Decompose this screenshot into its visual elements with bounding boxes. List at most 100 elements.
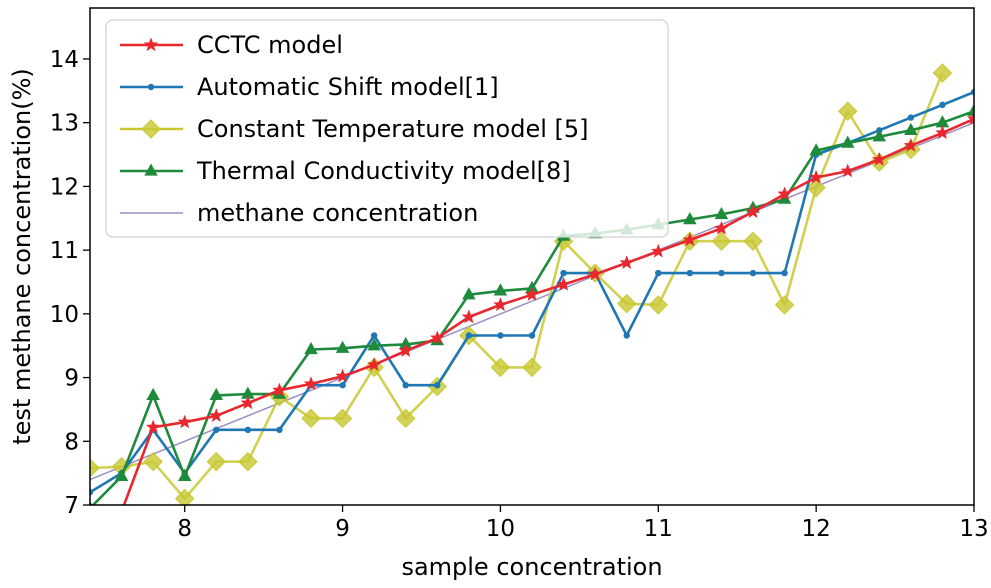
y-tick-label: 10 (50, 302, 79, 328)
constant-temperature-model-5-point (490, 357, 511, 378)
legend-point (147, 83, 155, 91)
thermal-conductivity-model-8-point (777, 191, 792, 204)
series-line-methane-concentration (90, 122, 974, 481)
constant-temperature-model-5-point (522, 357, 542, 378)
automatic-shift-model-1-point (939, 101, 946, 109)
thermal-conductivity-model-8-point (683, 212, 697, 225)
x-axis-label: sample concentration (401, 553, 662, 581)
constant-temperature-model-5-point (711, 231, 732, 251)
legend-label: CCTC model (197, 31, 343, 59)
cctc-model-point (461, 309, 477, 324)
cctc-model-point (177, 414, 193, 429)
constant-temperature-model-5-point (932, 63, 953, 83)
constant-temperature-model-5-point (743, 231, 763, 251)
cctc-model-point (303, 376, 319, 391)
automatic-shift-model-1-point (402, 382, 409, 389)
automatic-shift-model-1-point (90, 489, 94, 496)
cctc-model-point (240, 395, 256, 410)
thermal-conductivity-model-8-point (241, 386, 255, 399)
legend-item-cctc-model: CCTC model (120, 31, 343, 59)
y-tick-label: 14 (50, 47, 79, 73)
series-group (83, 63, 974, 556)
series-cctc-model (83, 111, 974, 556)
automatic-shift-model-1-point (655, 269, 662, 277)
automatic-shift-model-1-point (497, 332, 504, 339)
cctc-model-point (429, 330, 445, 345)
cctc-model-point (493, 297, 508, 312)
legend-point (143, 37, 159, 52)
y-tick-label: 9 (64, 366, 79, 392)
cctc-model-point (366, 357, 382, 372)
cctc-model-point (121, 503, 123, 505)
thermal-conductivity-model-8-point (967, 103, 974, 116)
automatic-shift-model-1-point (276, 426, 283, 434)
cctc-model-point (145, 419, 161, 434)
y-tick-label: 12 (50, 174, 79, 200)
x-tick-label: 9 (335, 516, 350, 542)
automatic-shift-model-1-point (686, 269, 694, 277)
cctc-model-point (208, 408, 224, 423)
plot-area (83, 63, 974, 556)
constant-temperature-model-5-point (617, 293, 637, 314)
thermal-conductivity-model-8-point (304, 342, 318, 355)
axes-frame (89, 7, 975, 506)
thermal-conductivity-model-8-point (493, 283, 508, 296)
automatic-shift-model-1-point (749, 269, 757, 277)
legend-label: Constant Temperature model [5] (197, 115, 589, 143)
constant-temperature-model-5-point (238, 451, 258, 472)
cctc-model-point (398, 343, 414, 358)
cctc-model-point (587, 266, 603, 281)
automatic-shift-model-1-point (718, 269, 725, 277)
automatic-shift-model-1-point (465, 332, 473, 339)
cctc-model-point (745, 204, 761, 219)
legend-box (105, 19, 669, 238)
cctc-model-point (556, 276, 571, 291)
automatic-shift-model-1-point (244, 426, 252, 434)
legend-item-methane-concentration: methane concentration (120, 199, 478, 227)
legend-point (141, 119, 161, 139)
legend-item-thermal-conductivity-model-8: Thermal Conductivity model[8] (120, 157, 571, 185)
automatic-shift-model-1-point (434, 382, 441, 389)
constant-temperature-model-5-point (838, 101, 858, 121)
legend: CCTC model Automatic Shift model[1] Consta… (105, 19, 669, 238)
constant-temperature-model-5-point (206, 451, 226, 472)
legend-label: Automatic Shift model[1] (197, 73, 499, 101)
x-tick-label: 8 (177, 516, 192, 542)
thermal-conductivity-model-8-point (935, 115, 950, 128)
thermal-conductivity-model-8-point (809, 143, 823, 156)
cctc-model-point (524, 286, 540, 301)
thermal-conductivity-model-8-point (840, 135, 855, 148)
series-methane-concentration (90, 122, 974, 481)
constant-temperature-model-5-point (774, 295, 795, 315)
constant-temperature-model-5-point (90, 458, 100, 478)
cctc-model-point (335, 368, 350, 383)
constant-temperature-model-5-point (143, 451, 163, 472)
automatic-shift-model-1-point (528, 332, 536, 339)
cctc-model-point (650, 243, 666, 258)
cctc-model-point (903, 137, 919, 152)
constant-temperature-model-5-point (806, 177, 826, 198)
thermal-conductivity-model-8-point (114, 468, 129, 481)
thermal-conductivity-model-8-point (904, 122, 918, 135)
thermal-conductivity-model-8-point (209, 387, 224, 401)
cctc-model-point (714, 220, 729, 235)
cctc-model-point (840, 163, 856, 178)
automatic-shift-model-1-point (970, 88, 974, 96)
automatic-shift-model-1-point (623, 332, 630, 339)
cctc-model-point (83, 543, 96, 556)
x-tick-label: 13 (959, 516, 988, 542)
thermal-conductivity-model-8-point (398, 336, 413, 350)
constant-temperature-model-5-point (175, 488, 195, 505)
constant-temperature-model-5-point (648, 295, 668, 315)
legend-item-automatic-shift-model-1: Automatic Shift model[1] (120, 73, 499, 101)
y-tick-label: 8 (64, 429, 79, 455)
legend-point (144, 163, 158, 176)
cctc-model-point (871, 151, 887, 166)
automatic-shift-model-1-point (213, 426, 220, 434)
legend-item-constant-temperature-model-5: Constant Temperature model [5] (120, 115, 589, 143)
thermal-conductivity-model-8-point (714, 206, 729, 220)
automatic-shift-model-1-point (560, 269, 567, 277)
thermal-conductivity-model-8-point (146, 387, 160, 401)
x-tick-label: 12 (802, 516, 831, 542)
